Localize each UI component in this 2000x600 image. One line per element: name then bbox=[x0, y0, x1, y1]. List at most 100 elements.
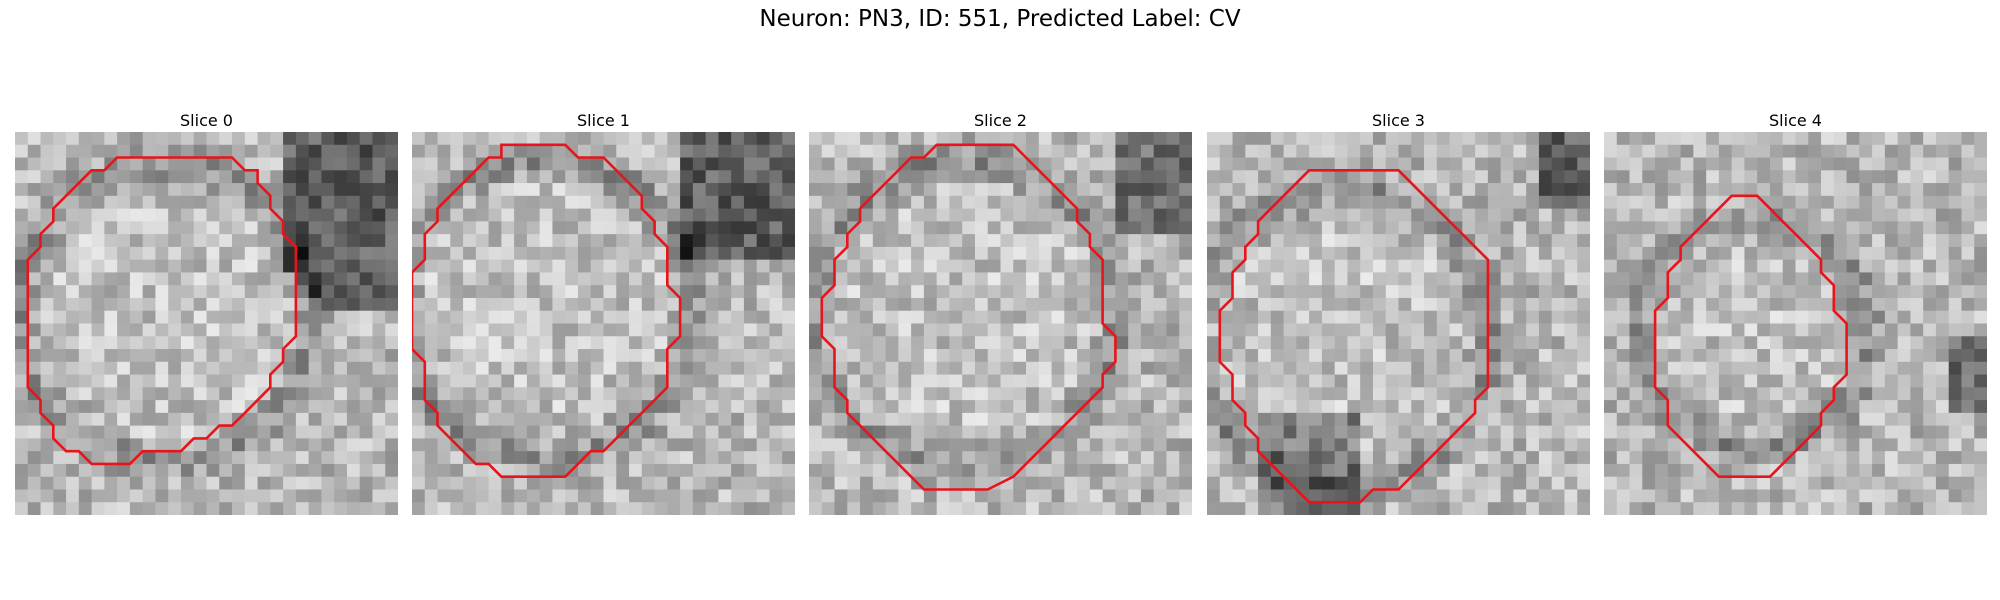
pixel-cell bbox=[590, 489, 605, 503]
pixel-cell bbox=[1270, 234, 1285, 248]
pixel-cell bbox=[821, 489, 836, 503]
pixel-cell bbox=[1718, 463, 1733, 478]
pixel-cell bbox=[1449, 272, 1463, 286]
pixel-cell bbox=[1449, 412, 1463, 427]
pixel-cell bbox=[1846, 463, 1860, 478]
pixel-cell bbox=[577, 272, 592, 286]
pixel-cell bbox=[475, 132, 490, 146]
pixel-cell bbox=[219, 502, 233, 515]
pixel-cell bbox=[1897, 489, 1911, 503]
pixel-cell bbox=[1462, 463, 1476, 478]
pixel-cell bbox=[475, 463, 490, 478]
pixel-cell bbox=[450, 476, 464, 491]
pixel-cell bbox=[1475, 476, 1489, 491]
pixel-cell bbox=[949, 387, 963, 401]
pixel-cell bbox=[168, 285, 182, 299]
pixel-cell bbox=[756, 132, 771, 146]
pixel-cell bbox=[514, 272, 528, 286]
pixel-cell bbox=[40, 425, 54, 439]
pixel-cell bbox=[847, 195, 861, 210]
pixel-cell bbox=[962, 438, 976, 452]
pixel-cell bbox=[552, 246, 566, 261]
pixel-cell bbox=[1680, 476, 1694, 491]
pixel-cell bbox=[334, 451, 348, 465]
pixel-cell bbox=[206, 132, 220, 146]
pixel-cell bbox=[1475, 361, 1489, 376]
pixel-cell bbox=[1910, 476, 1924, 491]
pixel-cell bbox=[270, 502, 284, 515]
pixel-cell bbox=[78, 336, 93, 350]
pixel-cell bbox=[1872, 195, 1886, 210]
pixel-cell bbox=[1207, 310, 1221, 325]
pixel-cell bbox=[667, 272, 681, 286]
pixel-cell bbox=[565, 297, 579, 312]
pixel-cell bbox=[412, 234, 426, 248]
pixel-cell bbox=[923, 438, 938, 452]
pixel-cell bbox=[1372, 400, 1387, 414]
pixel-cell bbox=[488, 438, 502, 452]
pixel-cell bbox=[1935, 157, 1950, 171]
pixel-cell bbox=[463, 297, 477, 312]
pixel-cell bbox=[1026, 425, 1040, 439]
pixel-cell bbox=[1089, 374, 1104, 388]
pixel-cell bbox=[1232, 246, 1246, 261]
pixel-cell bbox=[590, 400, 605, 414]
pixel-cell bbox=[1884, 246, 1899, 261]
pixel-cell bbox=[1833, 221, 1848, 235]
pixel-cell bbox=[1487, 221, 1502, 235]
pixel-cell bbox=[1334, 170, 1349, 184]
pixel-cell bbox=[1411, 476, 1425, 491]
pixel-cell bbox=[91, 361, 105, 376]
pixel-cell bbox=[372, 374, 386, 388]
pixel-cell bbox=[193, 183, 208, 197]
pixel-cell bbox=[1283, 246, 1297, 261]
pixel-cell bbox=[1219, 144, 1234, 159]
pixel-cell bbox=[1693, 297, 1707, 312]
pixel-cell bbox=[1411, 132, 1425, 146]
pixel-cell bbox=[1846, 387, 1860, 401]
pixel-cell bbox=[1693, 183, 1707, 197]
pixel-cell bbox=[629, 310, 643, 325]
pixel-cell bbox=[834, 489, 848, 503]
pixel-cell bbox=[334, 489, 348, 503]
pixel-cell bbox=[450, 246, 464, 261]
pixel-cell bbox=[180, 463, 195, 478]
pixel-cell bbox=[91, 412, 105, 427]
pixel-cell bbox=[1884, 183, 1899, 197]
pixel-cell bbox=[1642, 157, 1656, 171]
pixel-cell bbox=[603, 400, 617, 414]
pixel-cell bbox=[1667, 400, 1682, 414]
pixel-cell bbox=[962, 476, 976, 491]
pixel-cell bbox=[219, 285, 233, 299]
pixel-cell bbox=[1604, 246, 1618, 261]
pixel-cell bbox=[1385, 310, 1400, 325]
pixel-cell bbox=[692, 489, 707, 503]
pixel-cell bbox=[1487, 387, 1502, 401]
pixel-cell bbox=[1974, 183, 1987, 197]
pixel-cell bbox=[232, 476, 246, 491]
pixel-cell bbox=[244, 438, 259, 452]
pixel-cell bbox=[1475, 157, 1489, 171]
pixel-cell bbox=[1616, 502, 1631, 515]
pixel-cell bbox=[15, 451, 29, 465]
pixel-cell bbox=[1551, 451, 1566, 465]
pixel-cell bbox=[1884, 285, 1899, 299]
pixel-cell bbox=[743, 438, 758, 452]
pixel-cell bbox=[1424, 297, 1438, 312]
pixel-cell bbox=[654, 259, 668, 274]
pixel-cell bbox=[206, 144, 220, 159]
pixel-cell bbox=[1910, 361, 1924, 376]
pixel-cell bbox=[1077, 183, 1091, 197]
pixel-cell bbox=[1245, 285, 1259, 299]
pixel-cell bbox=[1115, 157, 1129, 171]
pixel-cell bbox=[1616, 170, 1631, 184]
pixel-cell bbox=[1884, 259, 1899, 274]
pixel-cell bbox=[1283, 310, 1297, 325]
pixel-cell bbox=[1077, 310, 1091, 325]
pixel-cell bbox=[1616, 374, 1631, 388]
pixel-cell bbox=[923, 310, 938, 325]
pixel-cell bbox=[616, 221, 630, 235]
pixel-cell bbox=[641, 195, 656, 210]
pixel-cell bbox=[872, 208, 887, 222]
pixel-cell bbox=[860, 157, 874, 171]
